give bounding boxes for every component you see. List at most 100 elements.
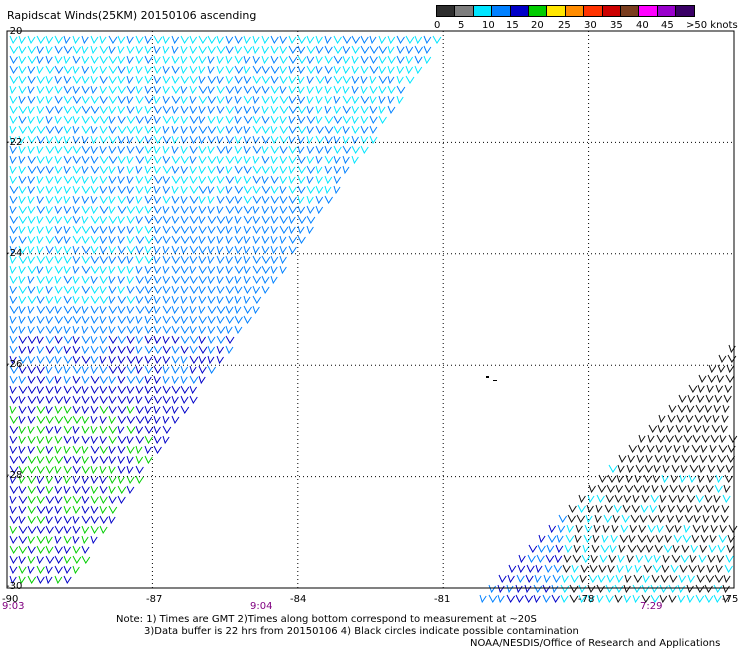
wind-barb bbox=[701, 524, 709, 534]
wind-barb bbox=[126, 365, 136, 374]
wind-barb bbox=[9, 355, 17, 365]
wind-barb bbox=[573, 544, 581, 554]
wind-barb bbox=[432, 35, 442, 44]
wind-barb bbox=[90, 355, 99, 365]
wind-barb bbox=[144, 405, 152, 415]
wind-barb bbox=[681, 454, 691, 463]
wind-barb bbox=[651, 484, 659, 494]
wind-barb bbox=[315, 195, 324, 205]
wind-barb bbox=[63, 175, 73, 184]
wind-barb bbox=[581, 554, 591, 563]
wind-barb bbox=[72, 445, 81, 454]
wind-barb bbox=[198, 355, 207, 365]
wind-barb bbox=[628, 444, 637, 453]
wind-barb bbox=[360, 105, 369, 115]
wind-barb bbox=[162, 315, 171, 325]
wind-barb bbox=[653, 554, 661, 564]
wind-barb bbox=[668, 494, 677, 503]
wind-barb bbox=[677, 594, 686, 604]
wind-barb bbox=[180, 165, 189, 175]
wind-barb bbox=[18, 525, 28, 534]
wind-barb bbox=[683, 524, 691, 534]
wind-barb bbox=[261, 255, 271, 264]
wind-barb bbox=[9, 75, 19, 84]
wind-barb bbox=[261, 135, 270, 144]
wind-barb bbox=[198, 325, 207, 335]
wind-barb bbox=[710, 434, 719, 443]
wind-barb bbox=[225, 105, 234, 114]
wind-barb bbox=[9, 55, 18, 64]
pass-time-3: 7:29 bbox=[640, 601, 663, 612]
wind-barb bbox=[153, 325, 162, 335]
wind-barb bbox=[243, 195, 252, 204]
wind-barb bbox=[54, 255, 63, 265]
wind-barb bbox=[36, 545, 45, 554]
wind-barb bbox=[81, 45, 89, 55]
wind-barb bbox=[515, 594, 524, 604]
wind-barb bbox=[135, 165, 143, 175]
wind-barb bbox=[108, 45, 116, 55]
wind-barb bbox=[9, 335, 18, 345]
wind-barb bbox=[378, 105, 386, 115]
wind-barb bbox=[270, 185, 279, 195]
wind-barb bbox=[153, 195, 162, 205]
wind-barb bbox=[108, 235, 116, 245]
wind-barb bbox=[126, 265, 134, 275]
wind-barb bbox=[54, 475, 63, 485]
wind-barb bbox=[387, 85, 396, 95]
wind-barb bbox=[288, 135, 296, 145]
wind-barb bbox=[90, 375, 100, 384]
wind-barb bbox=[36, 85, 45, 95]
wind-barb bbox=[333, 85, 342, 95]
wind-barb bbox=[225, 115, 234, 125]
wind-barb bbox=[566, 524, 574, 534]
wind-barb bbox=[279, 155, 288, 165]
wind-barb bbox=[45, 85, 54, 95]
wind-barb bbox=[423, 45, 432, 55]
wind-barb bbox=[36, 245, 44, 255]
wind-barb bbox=[27, 335, 37, 344]
wind-barb bbox=[270, 275, 278, 285]
wind-barb bbox=[666, 424, 674, 434]
wind-barb bbox=[631, 504, 640, 513]
wind-barb bbox=[99, 195, 108, 204]
wind-barb bbox=[27, 275, 35, 285]
wind-barb bbox=[252, 215, 261, 225]
wind-barb bbox=[216, 305, 226, 314]
wind-barb bbox=[315, 155, 323, 165]
wind-barb bbox=[63, 405, 72, 415]
wind-barb bbox=[9, 445, 18, 455]
wind-barb bbox=[668, 594, 677, 604]
wind-barb bbox=[108, 325, 116, 335]
wind-barb bbox=[126, 45, 135, 55]
wind-barb bbox=[153, 205, 162, 215]
wind-barb bbox=[414, 65, 423, 75]
wind-barb bbox=[225, 165, 233, 175]
wind-barb bbox=[108, 115, 116, 125]
wind-barb bbox=[99, 405, 109, 414]
wind-barb bbox=[198, 115, 206, 125]
wind-barb bbox=[189, 235, 198, 245]
wind-barb bbox=[54, 555, 63, 564]
wind-barb bbox=[54, 235, 64, 244]
wind-barb bbox=[135, 295, 144, 305]
wind-barb bbox=[63, 505, 71, 515]
wind-barb bbox=[126, 475, 135, 485]
wind-barb bbox=[333, 145, 342, 155]
wind-barb bbox=[9, 85, 17, 95]
wind-barb bbox=[99, 165, 109, 174]
wind-barb bbox=[27, 105, 35, 115]
wind-barb bbox=[108, 345, 117, 355]
wind-barb bbox=[306, 215, 316, 224]
wind-barb bbox=[99, 495, 108, 505]
wind-barb bbox=[632, 494, 640, 504]
wind-barb bbox=[713, 404, 721, 414]
wind-barb bbox=[655, 444, 664, 454]
wind-barb bbox=[9, 185, 19, 194]
wind-barb bbox=[533, 594, 541, 604]
wind-barb bbox=[45, 295, 54, 305]
wind-barb bbox=[135, 105, 143, 115]
wind-barb bbox=[712, 414, 720, 424]
footer-credit: NOAA/NESDIS/Office of Research and Appli… bbox=[470, 638, 721, 649]
wind-barb bbox=[18, 545, 28, 554]
